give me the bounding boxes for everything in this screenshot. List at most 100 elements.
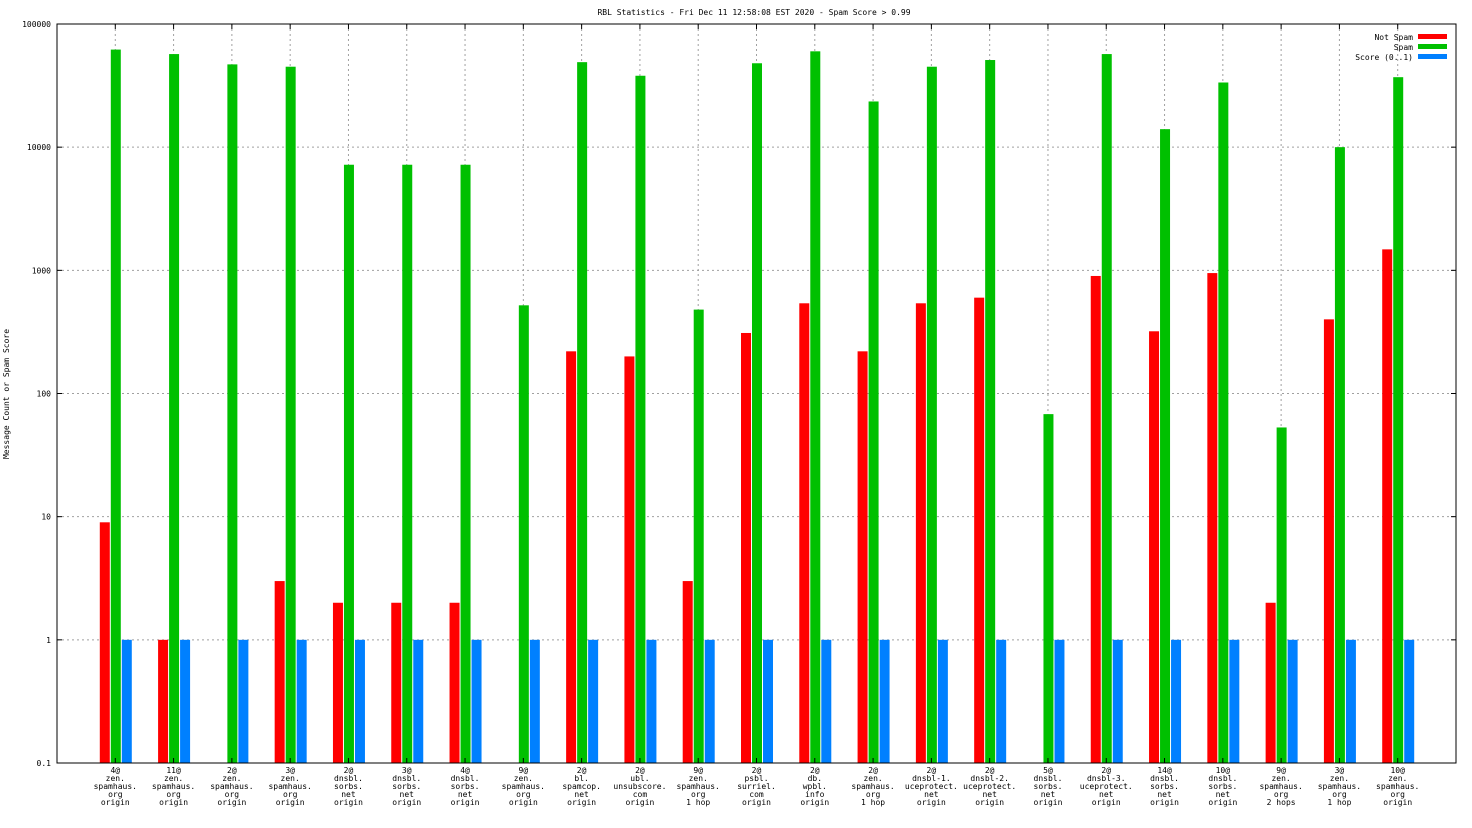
bar-not-spam xyxy=(1323,319,1334,763)
bar-score-0-1 xyxy=(937,639,948,763)
x-tick-label: 2@ bl. spamcop. net origin xyxy=(562,766,601,807)
bar-score-0-1 xyxy=(763,639,773,763)
bar-score-0-1 xyxy=(121,639,132,763)
y-tick-label: 0.1 xyxy=(37,759,52,768)
x-tick-label: 3@ dnsbl. sorbs. net origin xyxy=(392,766,421,807)
bar-score-0-1 xyxy=(1404,639,1415,763)
x-tick-label: 14@ dnsbl. sorbs. net origin xyxy=(1150,766,1179,807)
bar-spam xyxy=(1218,82,1229,763)
bar-spam xyxy=(343,164,354,764)
bar-spam xyxy=(402,164,413,764)
bar-not-spam xyxy=(332,602,343,763)
bar-not-spam xyxy=(158,639,169,763)
bar-spam xyxy=(1101,54,1112,764)
bar-spam xyxy=(1334,147,1345,763)
y-tick-label: 100 xyxy=(37,390,52,399)
x-tick-label: 9@ zen. spamhaus. org 1 hop xyxy=(677,766,720,807)
legend-label: Not Spam xyxy=(1374,33,1413,42)
bar-not-spam xyxy=(799,303,810,763)
bar-score-0-1 xyxy=(646,639,657,763)
bar-score-0-1 xyxy=(471,639,482,763)
y-tick-label: 100000 xyxy=(22,20,51,29)
x-tick-label: 2@ db. wpbl. info origin xyxy=(800,766,829,807)
x-tick-label: 9@ zen. spamhaus. org 2 hops xyxy=(1259,766,1302,807)
x-tick-label: 2@ dnsbl-2. uceprotect. net origin xyxy=(963,766,1016,807)
y-tick-label: 10000 xyxy=(27,143,51,152)
bar-spam xyxy=(985,60,996,764)
x-tick-label: 2@ zen. spamhaus. org origin xyxy=(210,766,253,807)
y-axis-ticks: 0.1 1 10 100 1000 10000 100000 xyxy=(22,20,1456,768)
y-tick-label: 10 xyxy=(41,513,51,522)
bar-not-spam xyxy=(1265,602,1276,763)
bar-score-0-1 xyxy=(588,639,599,763)
y-axis-label: Message Count or Spam Score xyxy=(2,329,11,459)
bar-not-spam xyxy=(1207,273,1218,763)
legend-swatch xyxy=(1418,34,1447,39)
bar-spam xyxy=(926,66,937,764)
legend-label: Score (0..1) xyxy=(1355,53,1413,62)
bar-score-0-1 xyxy=(238,639,249,763)
bar-score-0-1 xyxy=(529,639,540,763)
x-tick-label: 2@ dnsbl-1. uceprotect. net origin xyxy=(905,766,958,807)
chart-title: RBL Statistics - Fri Dec 11 12:58:08 EST… xyxy=(597,8,910,17)
y-tick-label: 1 xyxy=(46,636,51,645)
x-tick-label: 2@ dnsbl-3. uceprotect. net origin xyxy=(1080,766,1133,807)
x-tick-label: 2@ zen. spamhaus. org 1 hop xyxy=(851,766,894,807)
bar-score-0-1 xyxy=(1287,639,1298,763)
bar-spam xyxy=(518,305,529,763)
x-tick-label: 2@ psbl. surriel. com origin xyxy=(737,766,776,807)
x-tick-label: 4@ zen. spamhaus. org origin xyxy=(94,766,137,807)
bar-spam xyxy=(810,51,821,764)
bar-spam xyxy=(110,49,121,763)
x-tick-label: 4@ dnsbl. sorbs. net origin xyxy=(451,766,480,807)
x-tick-label: 10@ zen. spamhaus. org origin xyxy=(1376,766,1419,807)
bar-not-spam xyxy=(274,581,285,763)
bar-not-spam xyxy=(857,351,868,763)
bar-score-0-1 xyxy=(1345,639,1356,763)
x-tick-label: 10@ dnsbl. sorbs. net origin xyxy=(1208,766,1237,807)
bar-not-spam xyxy=(566,351,577,763)
x-tick-label: 5@ dnsbl. sorbs. net origin xyxy=(1034,766,1063,807)
bar-score-0-1 xyxy=(180,639,191,763)
bar-score-0-1 xyxy=(704,639,715,763)
bar-score-0-1 xyxy=(1229,639,1240,763)
bar-spam xyxy=(1393,77,1404,763)
bar-score-0-1 xyxy=(413,639,424,763)
bar-not-spam xyxy=(682,581,693,763)
bar-spam xyxy=(693,309,704,763)
bar-score-0-1 xyxy=(821,639,832,763)
bar-not-spam xyxy=(1149,331,1160,763)
bar-score-0-1 xyxy=(879,639,890,763)
x-tick-label: 9@ zen. spamhaus. org origin xyxy=(502,766,545,807)
bar-score-0-1 xyxy=(1112,639,1123,763)
bars xyxy=(99,49,1415,764)
bar-score-0-1 xyxy=(354,639,365,763)
bar-spam xyxy=(635,75,646,763)
x-tick-label: 3@ zen. spamhaus. org origin xyxy=(268,766,311,807)
x-tick-label: 11@ zen. spamhaus. org origin xyxy=(152,766,195,807)
bar-spam xyxy=(1160,129,1171,763)
bar-not-spam xyxy=(974,297,985,763)
bar-score-0-1 xyxy=(1171,639,1182,763)
bar-spam xyxy=(460,164,471,764)
bar-not-spam xyxy=(1090,275,1101,763)
bar-score-0-1 xyxy=(1054,639,1065,763)
bar-spam xyxy=(1276,427,1287,763)
x-tick-label: 2@ dnsbl. sorbs. net origin xyxy=(334,766,363,807)
y-tick-label: 1000 xyxy=(32,266,51,275)
bar-not-spam xyxy=(449,602,460,763)
x-tick-label: 3@ zen. spamhaus. org 1 hop xyxy=(1318,766,1361,807)
bar-score-0-1 xyxy=(996,639,1007,763)
legend-swatch xyxy=(1418,44,1447,49)
bar-not-spam xyxy=(624,356,635,763)
bar-spam xyxy=(868,101,879,763)
legend-swatch xyxy=(1418,54,1447,59)
bar-not-spam xyxy=(1382,249,1393,763)
bar-spam xyxy=(577,62,588,763)
bar-spam xyxy=(285,66,296,764)
bar-spam xyxy=(752,63,762,764)
bar-spam xyxy=(227,64,238,764)
bar-spam xyxy=(169,54,180,764)
